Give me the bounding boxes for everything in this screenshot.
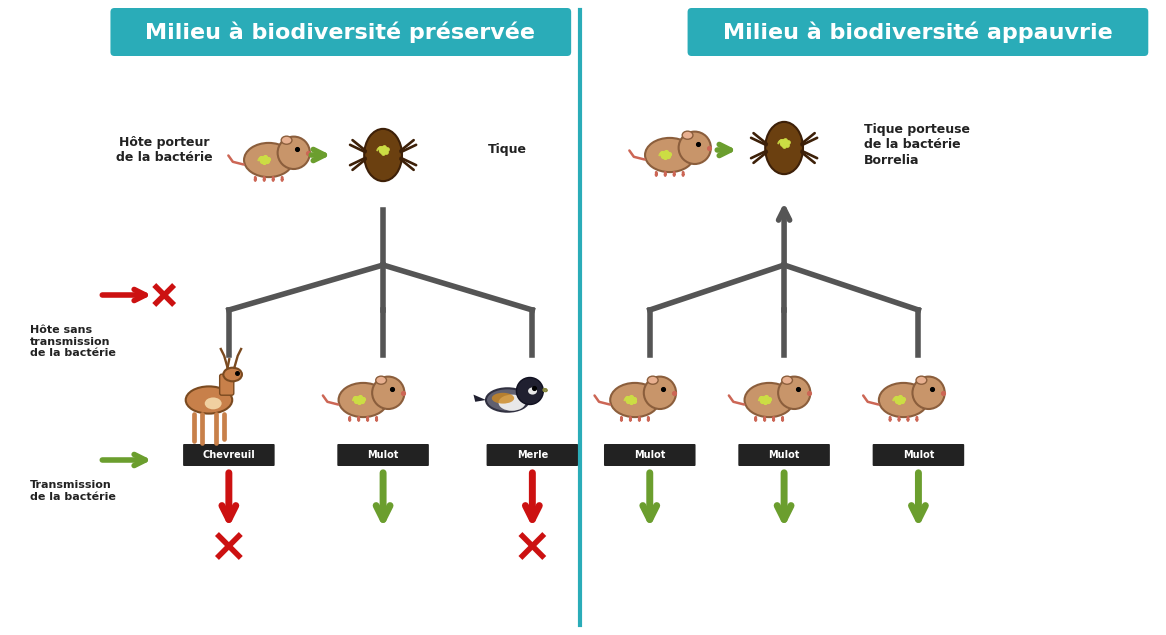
- FancyBboxPatch shape: [111, 8, 571, 56]
- Ellipse shape: [879, 383, 928, 417]
- Ellipse shape: [364, 129, 402, 181]
- Text: Hôte sans
transmission
de la bactérie: Hôte sans transmission de la bactérie: [30, 325, 115, 358]
- Circle shape: [778, 377, 810, 409]
- Text: Mulot: Mulot: [367, 450, 399, 460]
- FancyBboxPatch shape: [688, 8, 1149, 56]
- FancyBboxPatch shape: [486, 444, 578, 466]
- Ellipse shape: [185, 387, 232, 413]
- Ellipse shape: [528, 387, 538, 394]
- Text: Mulot: Mulot: [902, 450, 934, 460]
- FancyBboxPatch shape: [604, 444, 696, 466]
- Text: Mulot: Mulot: [768, 450, 800, 460]
- Text: Chevreuil: Chevreuil: [203, 450, 255, 460]
- Ellipse shape: [492, 393, 514, 404]
- Ellipse shape: [682, 131, 693, 139]
- FancyArrowPatch shape: [545, 390, 546, 391]
- Ellipse shape: [916, 376, 927, 384]
- Ellipse shape: [244, 143, 294, 177]
- Text: Merle: Merle: [517, 450, 548, 460]
- Ellipse shape: [765, 122, 803, 174]
- FancyBboxPatch shape: [219, 374, 234, 395]
- Text: Milieu à biodiversité appauvrie: Milieu à biodiversité appauvrie: [723, 21, 1112, 43]
- Ellipse shape: [224, 368, 243, 381]
- Ellipse shape: [338, 383, 388, 417]
- Ellipse shape: [205, 398, 222, 410]
- Ellipse shape: [375, 376, 386, 384]
- Text: Tique porteuse
de la bactérie
Borrelia: Tique porteuse de la bactérie Borrelia: [864, 123, 970, 166]
- Ellipse shape: [781, 376, 793, 384]
- Circle shape: [679, 131, 711, 164]
- Circle shape: [517, 377, 543, 404]
- Text: Transmission
de la bactérie: Transmission de la bactérie: [30, 480, 115, 502]
- Ellipse shape: [499, 394, 526, 411]
- Ellipse shape: [486, 388, 529, 411]
- Circle shape: [278, 137, 310, 169]
- Text: Mulot: Mulot: [634, 450, 666, 460]
- Text: Tique: Tique: [487, 144, 527, 156]
- Ellipse shape: [645, 138, 694, 172]
- Ellipse shape: [745, 383, 794, 417]
- Ellipse shape: [647, 376, 658, 384]
- Circle shape: [913, 377, 944, 409]
- FancyBboxPatch shape: [872, 444, 964, 466]
- Text: Milieu à biodiversité préservée: Milieu à biodiversité préservée: [146, 21, 535, 43]
- Circle shape: [372, 377, 405, 409]
- Circle shape: [644, 377, 676, 409]
- FancyBboxPatch shape: [738, 444, 830, 466]
- FancyBboxPatch shape: [183, 444, 275, 466]
- Text: Hôte porteur
de la bactérie: Hôte porteur de la bactérie: [115, 136, 212, 164]
- Ellipse shape: [281, 136, 292, 144]
- Ellipse shape: [610, 383, 660, 417]
- Polygon shape: [473, 394, 486, 402]
- FancyBboxPatch shape: [337, 444, 429, 466]
